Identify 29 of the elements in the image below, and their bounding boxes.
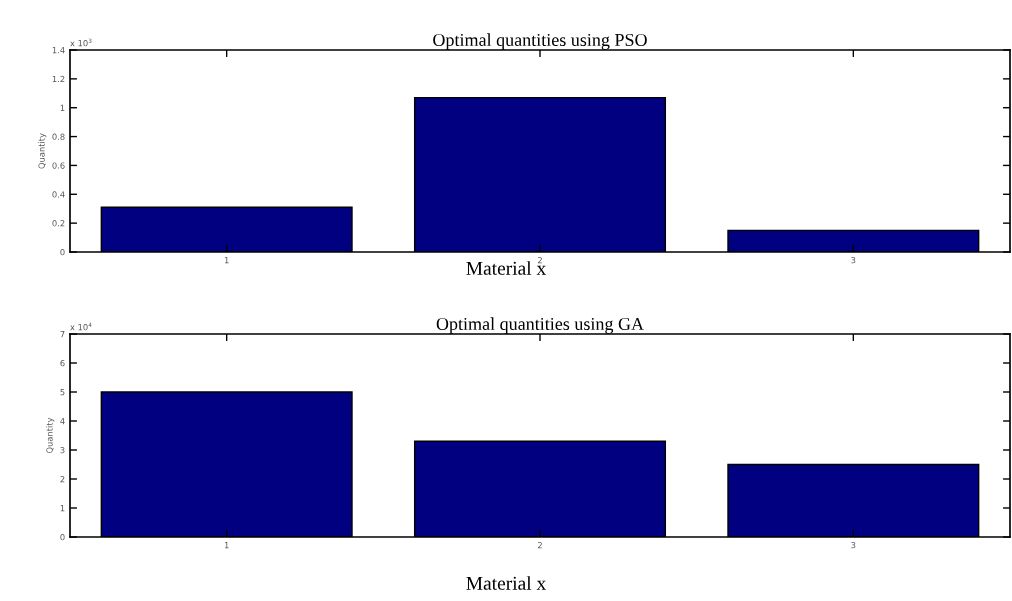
y-tick-label: 1.4 <box>52 47 65 54</box>
y-tick-label: 2 <box>60 475 65 483</box>
text: x 10$^{3}$ <box>70 38 92 47</box>
x-tick-label: 1 <box>224 542 229 549</box>
y-tick-label: 4 <box>60 418 65 425</box>
x-tick-label: 1 <box>224 257 229 264</box>
text: x 10$^{4}$ <box>70 322 92 331</box>
chart-title: Optimal quantities using PSO <box>433 33 647 50</box>
x-tick-label: 2 <box>537 257 542 264</box>
y-tick-label: 5 <box>60 389 65 396</box>
y-axis-title: Quantity <box>38 133 47 169</box>
y-tick-label: 3 <box>60 446 65 454</box>
y-axis-title: Quantity <box>46 417 55 454</box>
chart-title: Optimal quantities using GA <box>436 317 644 334</box>
y-tick-label: 1 <box>60 104 65 111</box>
y-tick-label: 0.6 <box>52 162 65 169</box>
y-tick-label: 1.2 <box>52 75 65 83</box>
y-tick-label: 6 <box>60 359 65 367</box>
y-tick-label: 7 <box>60 331 65 338</box>
y-tick-label: 0 <box>60 533 65 541</box>
x-tick-label: 3 <box>851 542 856 549</box>
x-tick-label: 3 <box>851 257 856 264</box>
y-tick-label: 0.4 <box>52 191 65 198</box>
x-tick-label: 2 <box>537 542 542 549</box>
y-tick-label: 0.2 <box>52 220 65 227</box>
y-tick-label: 0 <box>60 248 65 256</box>
y-tick-label: 0.8 <box>52 133 65 140</box>
x-axis-title: Material x <box>466 576 546 590</box>
y-tick-label: 1 <box>60 505 65 512</box>
